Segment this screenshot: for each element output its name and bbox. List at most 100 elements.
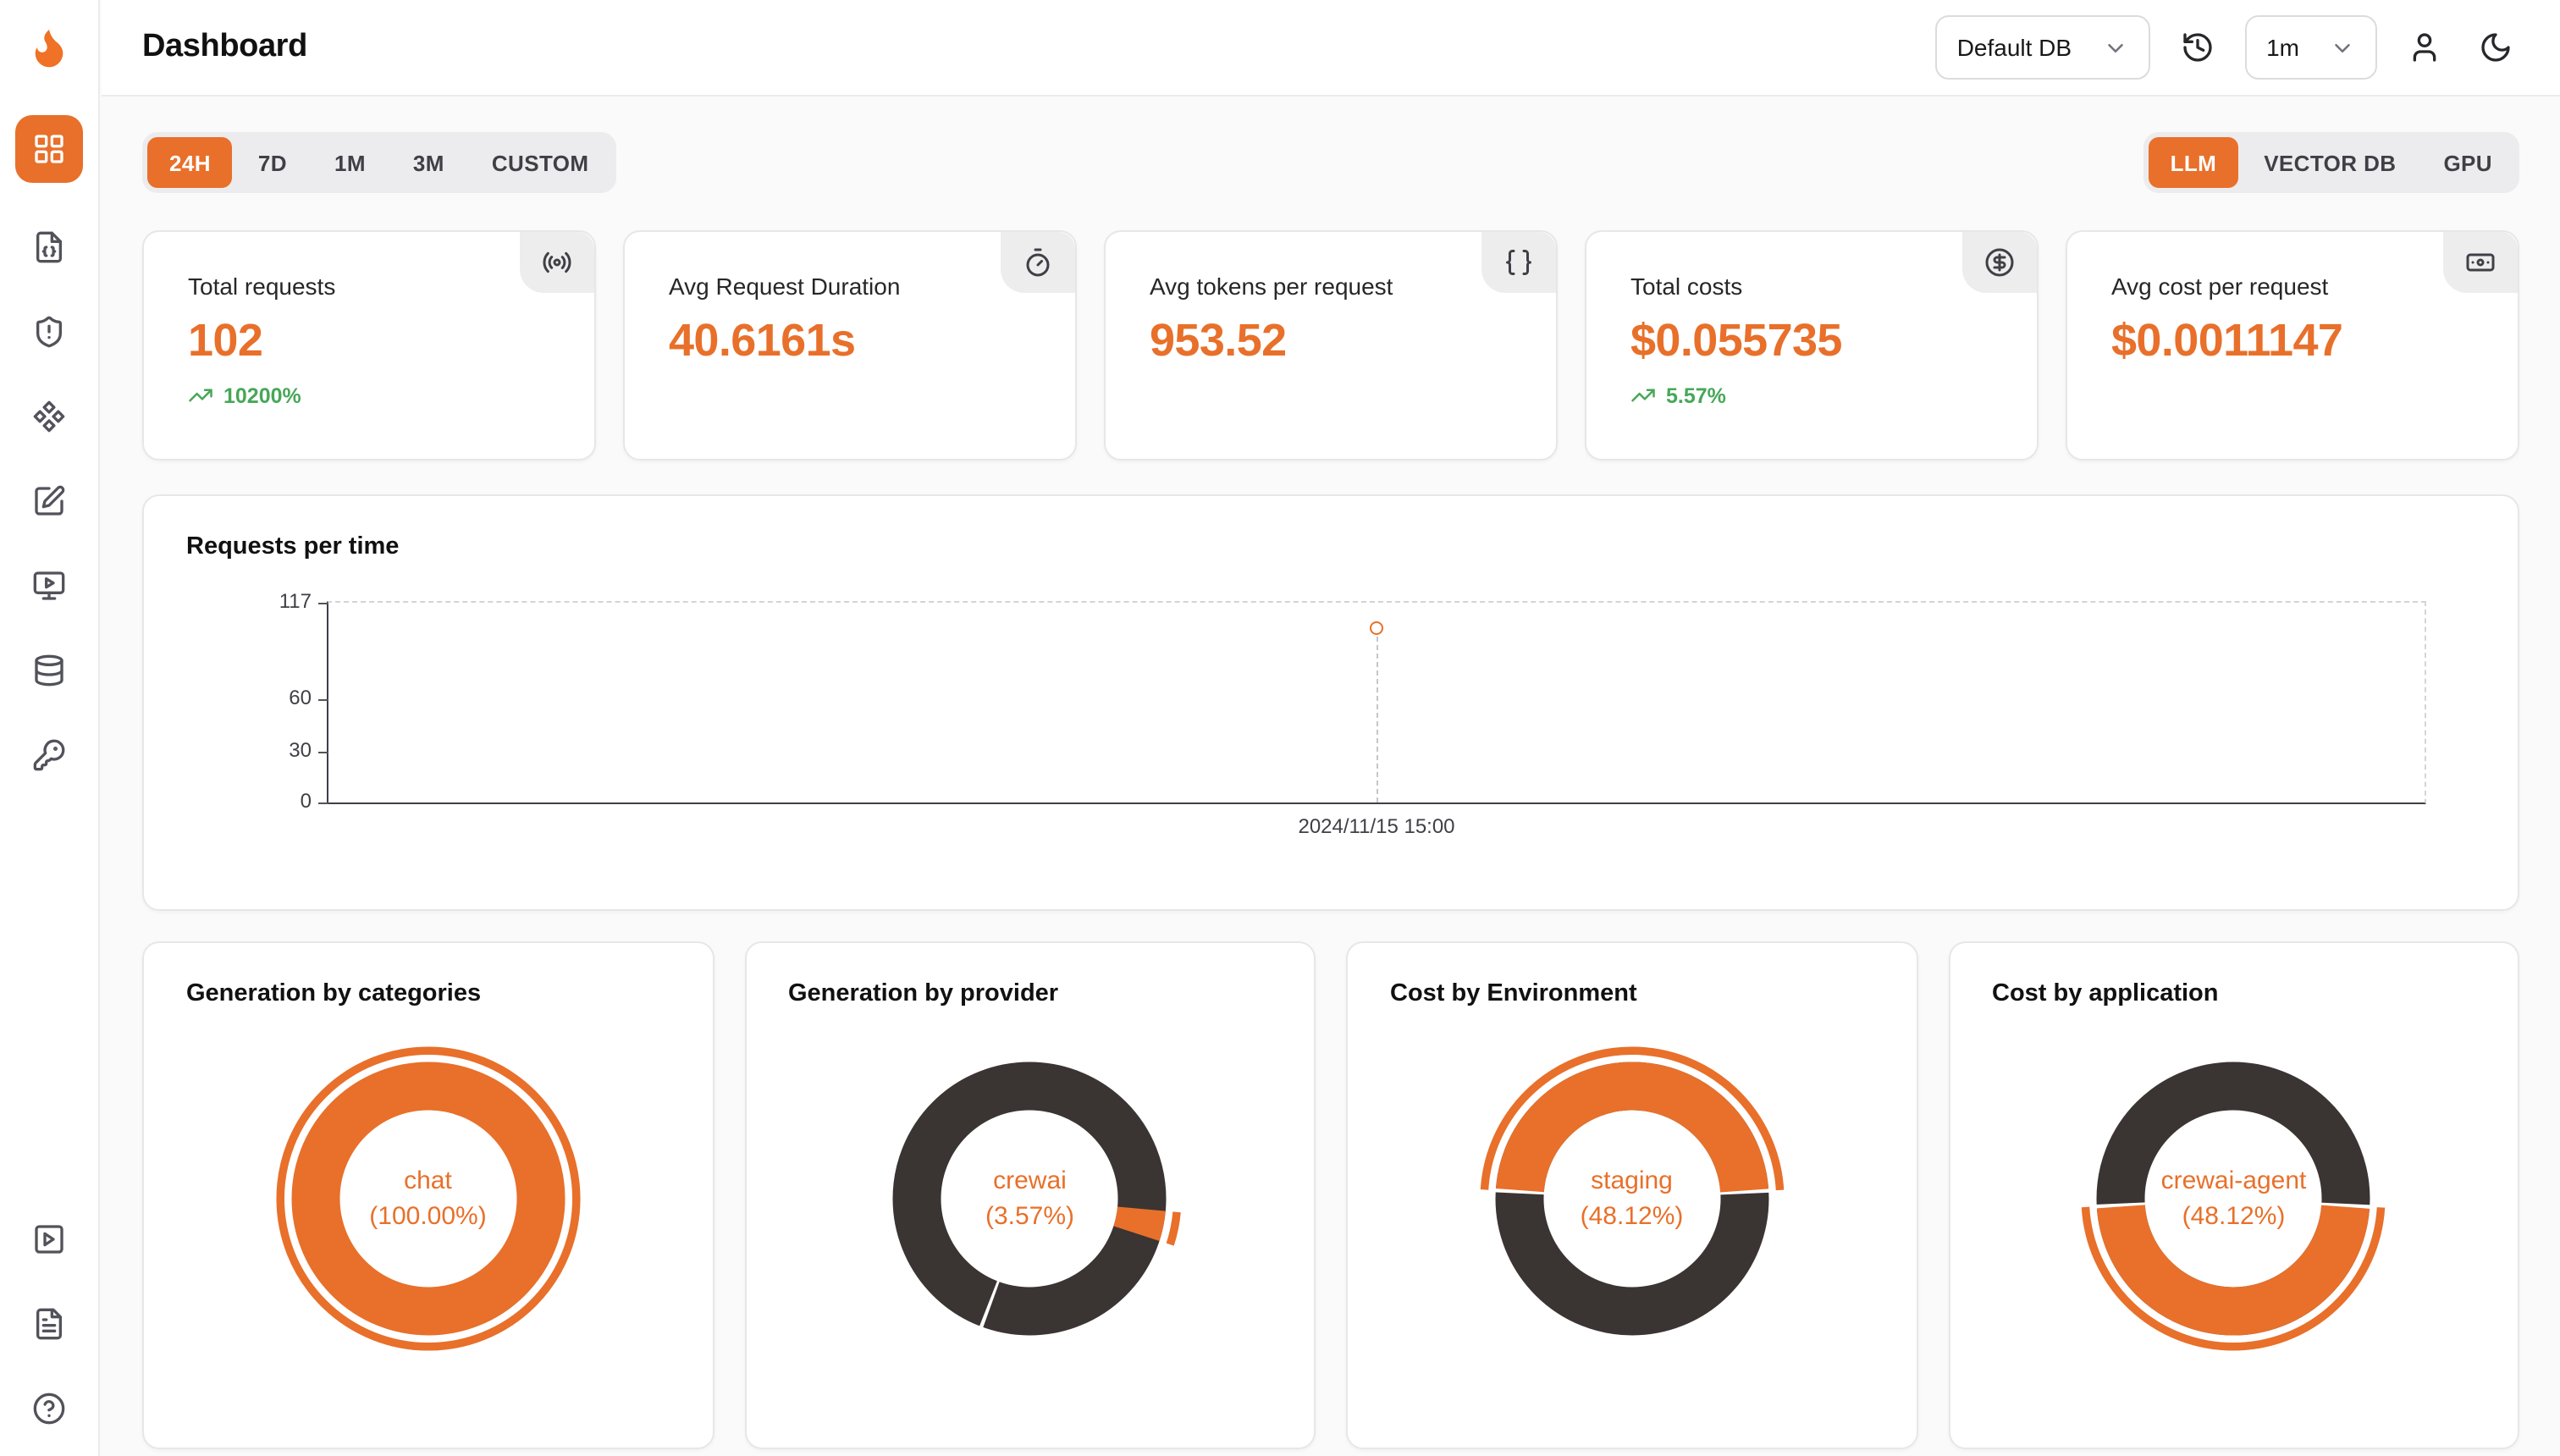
dashboard-grid-icon	[35, 135, 63, 163]
trending-up-icon	[189, 389, 212, 402]
braces-icon	[1506, 250, 1531, 275]
sidebar-item-docs[interactable]	[29, 1304, 69, 1344]
generation-by-categories-card: Generation by categories chat (100.00%)	[142, 941, 714, 1449]
sidebar-item-dashboard[interactable]	[15, 115, 83, 183]
requests-plot[interactable]: 0 30 60 117 2024/11/15 15:00	[279, 589, 2426, 838]
stat-delta-value: 5.57%	[1666, 383, 1726, 407]
tab-custom[interactable]: CUSTOM	[470, 137, 611, 188]
dashboard-content: 24H 7D 1M 3M CUSTOM LLM VECTOR DB GPU	[102, 98, 2560, 1456]
dark-mode-toggle[interactable]	[2472, 24, 2519, 71]
sidebar-item-databases[interactable]	[29, 650, 69, 691]
stat-card-total-requests: Total requests 102 10200%	[142, 230, 596, 461]
profile-button[interactable]	[2401, 24, 2448, 71]
donuts-row: Generation by categories chat (100.00%) …	[142, 941, 2519, 1449]
sidebar-item-help[interactable]	[29, 1388, 69, 1429]
sidebar-nav	[15, 115, 83, 1219]
stat-card-total-costs: Total costs $0.055735 5.57%	[1585, 230, 2039, 461]
y-axis-tick-mark	[318, 603, 328, 604]
sidebar-item-integrations[interactable]	[29, 396, 69, 437]
sidebar-bottom-nav	[29, 1219, 69, 1429]
stat-value: 40.6161s	[669, 315, 856, 366]
sidebar-item-requests[interactable]	[29, 227, 69, 267]
donut-title: Cost by Environment	[1390, 980, 1637, 1007]
stat-delta: 10200%	[188, 383, 594, 408]
chevron-down-icon	[2107, 43, 2122, 52]
application-donut-chart[interactable]: crewai-agent (48.12%)	[2073, 1038, 2395, 1359]
source-tabs: LLM VECTOR DB GPU	[2143, 132, 2519, 193]
stats-row: Total requests 102 10200% Avg Request Du…	[142, 230, 2519, 461]
tab-1m[interactable]: 1M	[312, 137, 388, 188]
stat-value: $0.055735	[1630, 315, 1842, 366]
stat-value: $0.0011147	[2111, 315, 2343, 366]
card-icon	[2466, 253, 2495, 272]
data-point-marker[interactable]	[1370, 621, 1383, 636]
stat-card-avg-tokens: Avg tokens per request 953.52	[1104, 230, 1558, 461]
stat-badge	[1001, 232, 1075, 293]
sidebar-item-getting-started[interactable]	[29, 1219, 69, 1260]
stat-badge	[1962, 232, 2037, 293]
sidebar	[0, 0, 100, 1456]
stat-label: Avg cost per request	[2111, 273, 2329, 300]
page-title: Dashboard	[142, 29, 307, 64]
stat-delta-value: 10200%	[223, 383, 301, 407]
tab-24h[interactable]: 24H	[147, 137, 233, 188]
stat-card-avg-duration: Avg Request Duration 40.6161s	[623, 230, 1077, 461]
sidebar-item-evaluations[interactable]	[29, 481, 69, 521]
environment-donut-chart[interactable]: staging (48.12%)	[1471, 1038, 1793, 1359]
moon-icon	[2481, 33, 2510, 62]
provider-donut-chart[interactable]: crewai (3.57%)	[869, 1038, 1191, 1359]
cost-by-application-card: Cost by application crewai-agent (48.12%…	[1948, 941, 2519, 1449]
db-select-value: Default DB	[1956, 34, 2072, 61]
key-icon	[33, 739, 65, 771]
sidebar-item-api-keys[interactable]	[29, 735, 69, 775]
refresh-history-button[interactable]	[2173, 24, 2221, 71]
stat-badge	[1481, 232, 1556, 293]
y-axis-tick-mark	[318, 699, 328, 702]
help-icon	[33, 1393, 65, 1425]
dollar-icon	[1985, 248, 2014, 277]
y-axis-tick-label: 60	[289, 686, 312, 710]
shield-alert-icon	[36, 316, 63, 348]
stat-card-avg-cost: Avg cost per request $0.0011147	[2066, 230, 2519, 461]
user-icon	[2413, 33, 2436, 62]
file-json-icon	[36, 231, 63, 263]
tab-7d[interactable]: 7D	[236, 137, 309, 188]
y-axis-tick-label: 117	[279, 589, 312, 613]
stat-label: Avg Request Duration	[669, 273, 901, 300]
stat-delta: 5.57%	[1630, 383, 2037, 408]
tab-3m[interactable]: 3M	[391, 137, 466, 188]
y-axis-tick-label: 0	[300, 789, 312, 813]
db-select[interactable]: Default DB	[1934, 15, 2150, 80]
categories-donut-chart[interactable]: chat (100.00%)	[268, 1038, 589, 1359]
stat-label: Total requests	[188, 273, 336, 300]
sidebar-item-exceptions[interactable]	[29, 312, 69, 352]
donut-title: Generation by provider	[788, 980, 1059, 1007]
donut-title: Generation by categories	[186, 980, 482, 1007]
topbar: Dashboard Default DB 1m	[102, 0, 2560, 97]
stat-value: 102	[188, 315, 263, 366]
chevron-down-icon	[2335, 43, 2350, 52]
sidebar-item-playground[interactable]	[29, 565, 69, 606]
generation-by-provider-card: Generation by provider crewai (3.57%)	[744, 941, 1316, 1449]
form-edit-icon	[35, 485, 65, 516]
docs-icon	[36, 1308, 63, 1340]
timer-icon	[1026, 248, 1050, 277]
interval-select[interactable]: 1m	[2244, 15, 2377, 80]
time-range-tabs: 24H 7D 1M 3M CUSTOM	[142, 132, 616, 193]
main-area: Dashboard Default DB 1m	[102, 0, 2560, 1456]
y-axis-tick-mark	[318, 751, 328, 753]
stat-label: Avg tokens per request	[1150, 273, 1393, 300]
nodes-icon	[33, 400, 65, 433]
history-icon	[2182, 33, 2211, 62]
play-square-icon	[35, 1225, 63, 1254]
donut-title: Cost by application	[1992, 980, 2219, 1007]
point-guide-line	[1377, 628, 1378, 802]
stat-value: 953.52	[1150, 315, 1287, 366]
tab-llm[interactable]: LLM	[2148, 137, 2239, 188]
tab-gpu[interactable]: GPU	[2421, 137, 2514, 188]
tab-vector-db[interactable]: VECTOR DB	[2242, 137, 2418, 188]
requests-chart-title: Requests per time	[186, 533, 400, 560]
app-logo-flame-icon	[22, 20, 76, 74]
monitor-play-icon	[33, 571, 65, 600]
